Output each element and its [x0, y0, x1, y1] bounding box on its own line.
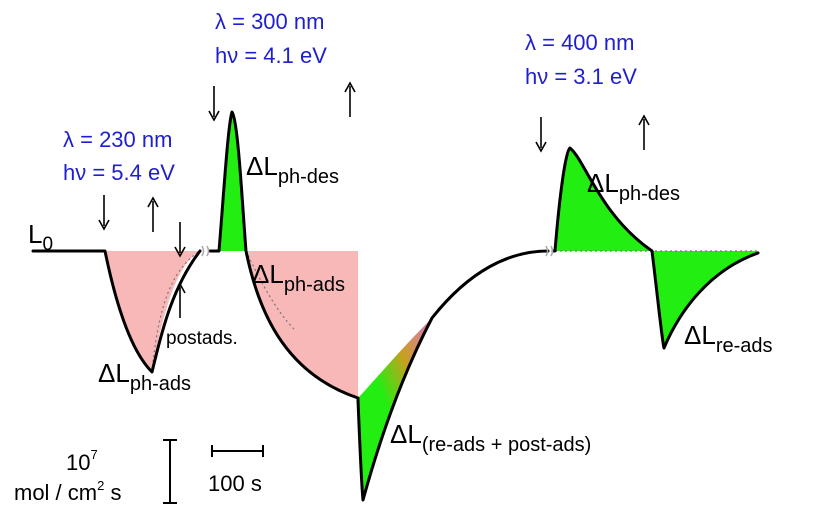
exp3-lambda: λ = 400 nm — [525, 30, 634, 55]
label-ph-des-1: ΔLph-des — [246, 151, 339, 188]
axis-break-1 — [201, 245, 210, 257]
x-scale-bar — [211, 445, 264, 457]
exp2-lambda: λ = 300 nm — [215, 9, 324, 34]
arrow-off-300 — [344, 81, 356, 117]
arrow-on-300 — [208, 86, 220, 122]
exp2-energy: hν = 4.1 eV — [215, 43, 327, 68]
postads-area — [152, 251, 200, 372]
arrow-up-postads — [174, 282, 186, 318]
label-re-post-ads: ΔL(re-ads + post-ads) — [390, 419, 591, 456]
arrow-on-400 — [535, 117, 547, 153]
re-ads-area — [652, 251, 758, 348]
x-scale-label: 100 s — [208, 471, 262, 496]
exp3-energy: hν = 3.1 eV — [525, 64, 637, 89]
axis-break-2 — [545, 245, 554, 257]
exp1-energy: hν = 5.4 eV — [63, 160, 175, 185]
arrow-off-400 — [638, 114, 650, 150]
ph-des-area-1 — [219, 112, 246, 251]
arrow-off-230 — [147, 196, 159, 232]
signal-curve-3 — [551, 146, 760, 350]
y-scale-unit: mol / cm2 s — [14, 478, 121, 505]
signal-curve-2 — [208, 110, 550, 502]
l0-label: L0 — [28, 219, 53, 255]
ph-ads-area-2 — [246, 251, 358, 398]
ph-des-area-2 — [555, 148, 652, 251]
ph-ads-area-1 — [105, 251, 152, 372]
label-ph-des-2: ΔLph-des — [587, 168, 680, 205]
arrow-down-postads — [174, 222, 186, 258]
label-postads: postads. — [166, 328, 238, 349]
exp1-lambda: λ = 230 nm — [63, 127, 172, 152]
y-scale-bar — [163, 439, 177, 504]
re-post-ads-area — [358, 318, 432, 500]
y-scale-value: 107 — [66, 447, 98, 475]
label-ph-ads-2: ΔLph-ads — [252, 259, 345, 296]
arrow-on-230 — [98, 195, 110, 231]
label-re-ads: ΔLre-ads — [684, 320, 773, 357]
label-ph-ads-1: ΔLph-ads — [98, 358, 191, 395]
